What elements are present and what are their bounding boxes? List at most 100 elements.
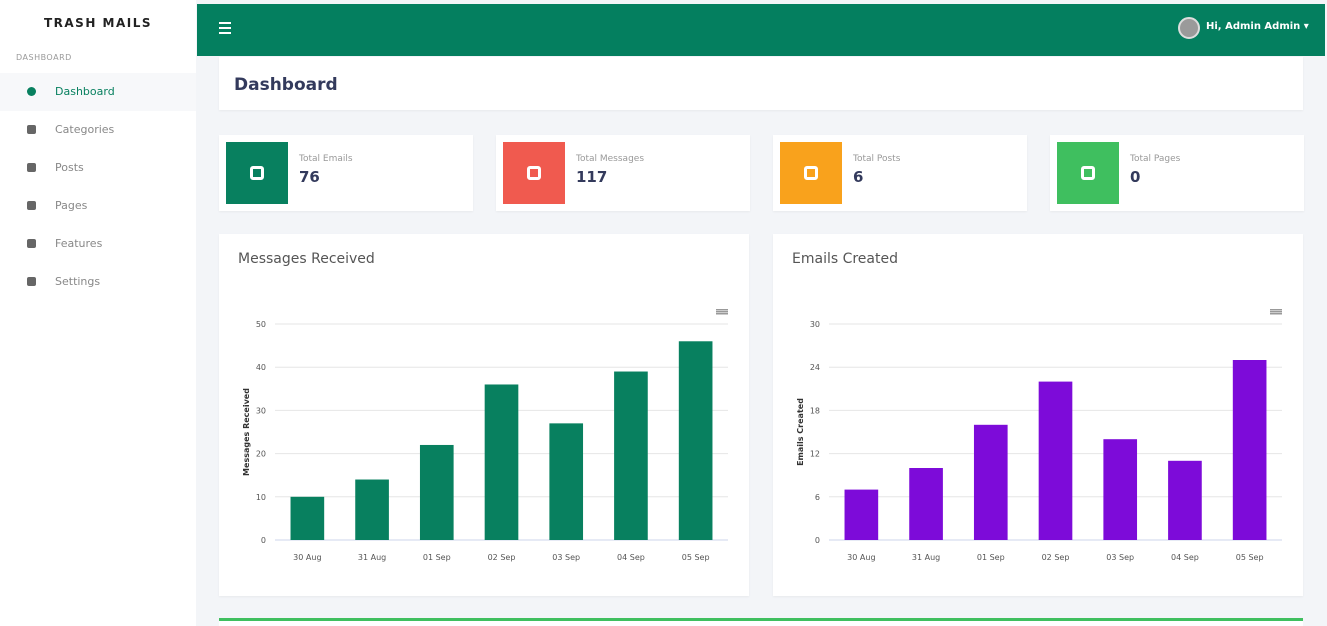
bar: [1103, 439, 1138, 540]
stat-label: Total Pages: [1130, 154, 1181, 164]
x-tick-label: 01 Sep: [423, 553, 451, 562]
chart-menu-line[interactable]: [716, 309, 728, 311]
chart-title: Emails Created: [792, 251, 898, 267]
next-card: [219, 618, 1303, 626]
stat-value: 6: [853, 168, 864, 186]
x-tick-label: 03 Sep: [552, 553, 580, 562]
stat-icon: [780, 142, 842, 204]
stat-glyph: [527, 166, 541, 180]
avatar[interactable]: [1178, 17, 1200, 39]
stat-glyph: [250, 166, 264, 180]
y-axis-label: Messages Received: [242, 388, 251, 476]
nav-icon[interactable]: [27, 163, 36, 172]
x-tick-label: 02 Sep: [1042, 553, 1070, 562]
x-tick-label: 05 Sep: [1236, 553, 1264, 562]
user-name[interactable]: Hi, Admin Admin: [1206, 21, 1301, 32]
x-tick-label: 31 Aug: [912, 553, 940, 562]
nav-item[interactable]: Pages: [0, 187, 196, 225]
stat-card: Total Messages 117: [496, 135, 750, 211]
x-tick-label: 30 Aug: [293, 553, 321, 562]
x-tick-label: 04 Sep: [1171, 553, 1199, 562]
y-tick-label: 30: [810, 320, 820, 329]
y-tick-label: 10: [256, 493, 266, 502]
stat-icon: [1057, 142, 1119, 204]
bar: [419, 444, 454, 540]
stat-label: Total Posts: [853, 154, 901, 164]
bar: [844, 489, 879, 540]
chart-card: Emails Created Emails Created 0 6 12 18 24 30 30…: [773, 234, 1303, 596]
bar: [355, 479, 389, 540]
stat-value: 0: [1130, 168, 1141, 186]
sidebar-section: DASHBOARD: [16, 53, 72, 62]
stat-glyph: [804, 166, 818, 180]
chart-menu-line[interactable]: [1270, 313, 1282, 315]
x-tick-label: 01 Sep: [977, 553, 1005, 562]
x-tick-label: 30 Aug: [847, 553, 875, 562]
y-tick-label: 50: [256, 320, 266, 329]
x-tick-label: 02 Sep: [488, 553, 516, 562]
stat-label: Total Emails: [299, 154, 353, 164]
bar: [909, 468, 943, 540]
nav-icon[interactable]: [27, 87, 36, 96]
nav-icon[interactable]: [27, 201, 36, 210]
nav-label[interactable]: Settings: [55, 275, 101, 288]
stat-icon: [226, 142, 288, 204]
page-title: Dashboard: [234, 75, 338, 95]
chart-menu-line[interactable]: [716, 311, 728, 313]
user-menu[interactable]: Hi, Admin Admin ▾: [1206, 21, 1309, 32]
sidebar: TRASH MAILS DASHBOARD Dashboard Categorie…: [0, 0, 196, 626]
stat-label: Total Messages: [576, 154, 645, 164]
chart-title: Messages Received: [238, 251, 375, 267]
menu-toggle[interactable]: [219, 22, 233, 34]
y-tick-label: 12: [810, 450, 820, 459]
bar: [1038, 381, 1073, 540]
y-tick-label: 18: [810, 406, 820, 415]
y-tick-label: 6: [815, 493, 820, 502]
bar: [484, 384, 519, 540]
x-tick-label: 05 Sep: [682, 553, 710, 562]
nav-icon[interactable]: [27, 277, 36, 286]
bar: [1168, 460, 1202, 540]
y-tick-label: 0: [815, 536, 820, 545]
bar: [290, 496, 325, 540]
stat-glyph: [1081, 166, 1095, 180]
nav-label[interactable]: Features: [55, 237, 103, 250]
bar: [549, 423, 584, 540]
y-axis-label: Emails Created: [796, 398, 805, 466]
stat-icon: [503, 142, 565, 204]
stat-card: Total Posts 6: [773, 135, 1027, 211]
nav-item[interactable]: Dashboard: [0, 73, 196, 111]
nav-label[interactable]: Pages: [55, 199, 88, 212]
y-tick-label: 40: [256, 363, 266, 372]
nav-item[interactable]: Categories: [0, 111, 196, 149]
nav-icon[interactable]: [27, 125, 36, 134]
nav-item[interactable]: Posts: [0, 149, 196, 187]
bar: [973, 424, 1008, 540]
y-tick-label: 30: [256, 406, 266, 415]
stat-card: Total Emails 76: [219, 135, 473, 211]
stat-value: 117: [576, 168, 608, 186]
nav-icon[interactable]: [27, 239, 36, 248]
chart-menu-line[interactable]: [1270, 311, 1282, 313]
stat-card: Total Pages 0: [1050, 135, 1304, 211]
chart-menu-line[interactable]: [1270, 309, 1282, 311]
chart: Messages Received Messages Received 0 10 20 3…: [238, 251, 728, 562]
nav-label[interactable]: Posts: [55, 161, 84, 174]
nav-label[interactable]: Categories: [55, 123, 115, 136]
y-tick-label: 24: [810, 363, 820, 372]
x-tick-label: 03 Sep: [1106, 553, 1134, 562]
chart-menu-line[interactable]: [716, 313, 728, 315]
brand: TRASH MAILS: [43, 16, 153, 30]
y-tick-label: 20: [256, 450, 266, 459]
title-card: Dashboard: [219, 57, 1303, 110]
stat-value: 76: [299, 168, 320, 186]
nav-item[interactable]: Features: [0, 225, 196, 263]
bar: [614, 371, 648, 540]
y-tick-label: 0: [261, 536, 266, 545]
nav-item[interactable]: Settings: [0, 263, 196, 301]
nav-label[interactable]: Dashboard: [55, 85, 115, 98]
topbar: Hi, Admin Admin ▾: [197, 4, 1325, 56]
chart: Emails Created Emails Created 0 6 12 18 24 30 30…: [792, 251, 1282, 562]
chart-card: Messages Received Messages Received 0 10 20 3…: [219, 234, 749, 596]
